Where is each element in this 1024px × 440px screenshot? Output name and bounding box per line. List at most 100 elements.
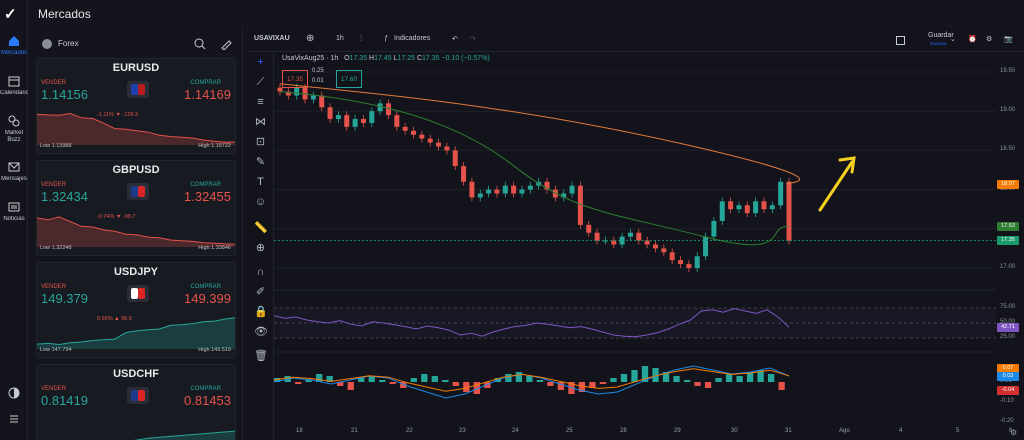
save-chevron-icon[interactable]: ⌄ (950, 36, 956, 43)
buy-label: COMPRAR (190, 182, 221, 188)
trend-line-icon[interactable]: ⟋ (256, 76, 265, 88)
macd-histogram-bar (337, 382, 344, 386)
high-value: High 1.33846 (198, 245, 231, 251)
nav-markets-label: Mercados (0, 50, 28, 56)
macd-histogram-bar (326, 376, 333, 382)
buy-price[interactable]: 1.14169 (184, 87, 231, 102)
sell-price[interactable]: 149.379 (41, 291, 88, 306)
rsi-band (274, 308, 996, 338)
high-value: High 1.15722 (198, 143, 231, 149)
candle-body (402, 126, 408, 131)
settings-icon[interactable]: ⚙ (986, 36, 993, 43)
nav-news[interactable]: Noticias (0, 200, 28, 223)
indicators-button[interactable]: Indicadores (394, 35, 431, 42)
macd-histogram-bar (620, 374, 628, 382)
fib-icon[interactable]: ≡ (257, 96, 264, 108)
candle-body (352, 119, 358, 127)
candle-body (544, 181, 550, 190)
macd-value-tag: 0.03 (997, 371, 1019, 381)
trash-icon[interactable]: 🗑 (254, 350, 268, 362)
macd-histogram-bar (578, 382, 586, 392)
nav-messages[interactable]: Mensajes (0, 160, 28, 183)
sell-price[interactable]: 1.14156 (41, 87, 88, 102)
macd-tick-label: 0.00 (1000, 378, 1012, 384)
price-tag: 18.07 (997, 179, 1019, 189)
nav-markets[interactable]: Mercados (0, 34, 28, 57)
buy-box[interactable]: 17.60 (336, 70, 362, 88)
add-symbol-button[interactable]: ⊕ (306, 33, 315, 44)
buy-label: COMPRAR (190, 80, 221, 86)
nav-market-buzz[interactable]: Market Buzz (0, 114, 28, 144)
zoom-in-icon[interactable]: ⊕ (255, 242, 266, 254)
macd-histogram-bar (295, 382, 302, 384)
candle-body (753, 201, 759, 214)
theme-toggle[interactable] (0, 386, 28, 400)
candle-body (602, 240, 608, 242)
watchlist-card[interactable]: USDCHF VENDER COMPRAR 0.81419 0.81453 (36, 364, 236, 440)
undo-icon[interactable]: ↶ (452, 36, 458, 43)
buy-price[interactable]: 0.81453 (184, 393, 231, 408)
emoji-icon[interactable]: ☺ (254, 196, 267, 208)
settings-button[interactable] (0, 412, 28, 426)
ohlc-high: 17.45 (374, 55, 392, 62)
nav-calendar[interactable]: Calendario (0, 74, 28, 97)
ruler-icon[interactable]: 📏 (254, 222, 268, 234)
rsi-value-tag: 42.71 (997, 322, 1019, 332)
macd-histogram-bar (452, 382, 459, 386)
buy-price[interactable]: 149.399 (184, 291, 231, 306)
y-tick-label: 19.00 (1000, 107, 1016, 114)
moving-average-orange (279, 83, 801, 185)
sparkline (37, 216, 235, 247)
sparkline-line (37, 216, 235, 245)
sell-box[interactable]: 17.35 (282, 70, 308, 88)
buy-price[interactable]: 1.32455 (184, 189, 231, 204)
sell-price[interactable]: 1.32434 (41, 189, 88, 204)
sell-price[interactable]: 0.81419 (41, 393, 88, 408)
save-button[interactable]: Guardar (928, 32, 954, 39)
macd-histogram-bar (368, 376, 375, 382)
sell-label: VENDER (41, 284, 67, 290)
brand-logo-icon: ✓ (4, 6, 17, 23)
crosshair-icon[interactable]: + (257, 56, 264, 68)
main-nav: ✓ Mercados Calendario Market Buzz Mensaj… (0, 0, 28, 440)
eye-icon[interactable]: 👁 (254, 326, 268, 338)
symbol-selector[interactable]: USAVIXAU (254, 35, 290, 42)
sparkline-area (37, 216, 235, 247)
macd-histogram-bar (347, 382, 354, 390)
edit-icon[interactable] (220, 38, 232, 50)
forecast-icon[interactable]: ⊡ (255, 136, 266, 148)
screenshot-icon[interactable]: 📷 (1004, 36, 1013, 43)
macd-histogram-bar (767, 374, 775, 382)
search-icon[interactable] (194, 38, 206, 50)
text-icon[interactable]: T (257, 176, 264, 188)
macd-histogram-bar (505, 374, 512, 382)
x-tick-label: 23 (459, 428, 466, 434)
candle-body (486, 189, 492, 194)
candle-body (452, 150, 458, 167)
macd-histogram-bar (599, 382, 607, 384)
lock-drawing-icon[interactable]: ✐ (255, 286, 266, 298)
macd-histogram-bar (421, 374, 428, 382)
price-chart[interactable] (274, 52, 996, 428)
magnet-icon[interactable]: ∩ (256, 266, 265, 278)
watchlist-card[interactable]: EURUSD VENDER COMPRAR 1.14156 1.14169 -1.11% … (36, 58, 236, 154)
watchlist-card[interactable]: GBPUSD VENDER COMPRAR 1.32434 1.32455 -0.74% … (36, 160, 236, 256)
chart-settings-icon[interactable]: ⚙ (1010, 428, 1018, 437)
layout-icon[interactable] (896, 36, 905, 45)
candle-body (335, 115, 341, 120)
symbol-name: USDJPY (113, 266, 159, 278)
candle-body (711, 220, 717, 237)
nav-market-buzz-label: Market Buzz (4, 130, 24, 143)
lock-icon[interactable]: 🔒 (254, 306, 268, 318)
candle-body (569, 185, 575, 194)
pattern-icon[interactable]: ⋈ (255, 116, 266, 128)
watchlist-card[interactable]: USDJPY VENDER COMPRAR 149.379 149.399 0.65% ▲… (36, 262, 236, 358)
buy-label: COMPRAR (190, 284, 221, 290)
chart-type-icon[interactable]: ⫶ (360, 33, 363, 43)
interval-selector[interactable]: 1h (336, 35, 344, 42)
candle-body (586, 224, 592, 233)
brush-icon[interactable]: ✎ (255, 156, 266, 168)
indicators-icon[interactable]: ƒ (384, 35, 388, 42)
macd-value-tag: -0.04 (997, 385, 1019, 395)
alert-icon[interactable]: ⏰ (968, 36, 977, 43)
